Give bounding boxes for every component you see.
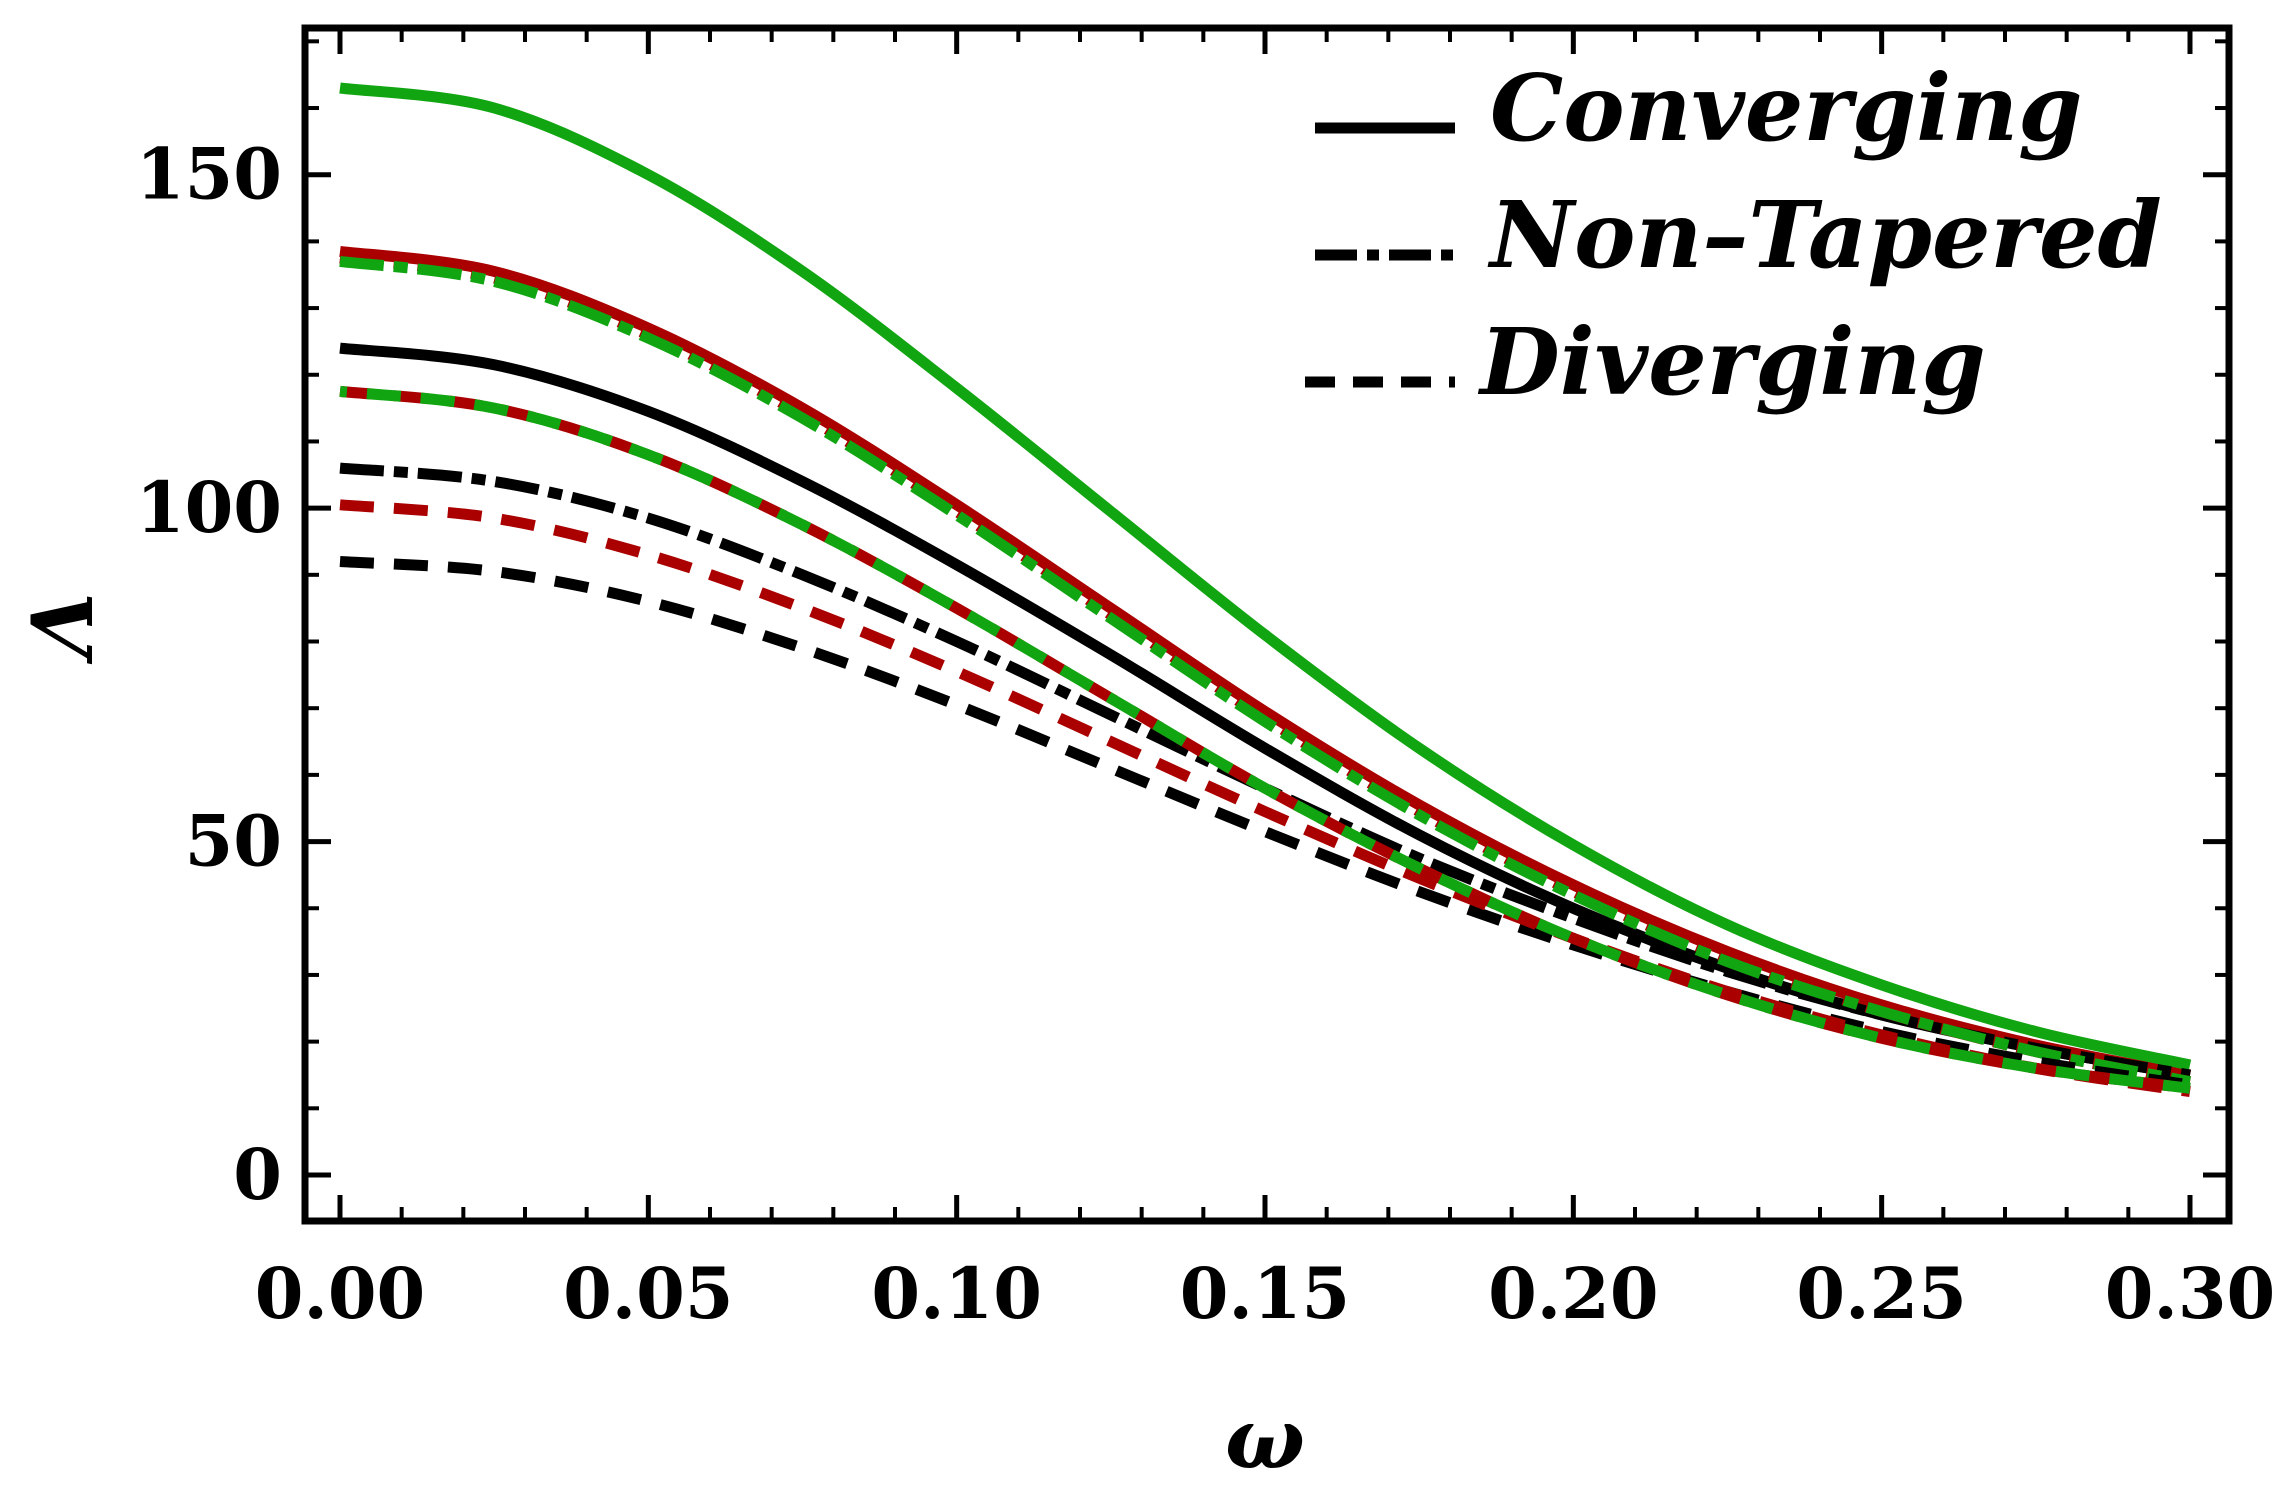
series-line-6 — [339, 255, 2192, 1087]
series-line-4 — [339, 462, 2191, 1081]
legend: Converging Non–Tapered Diverging — [1305, 54, 2162, 416]
legend-label-non-tapered: Non–Tapered — [1487, 181, 2162, 289]
x-tick-label: 0.00 — [255, 1252, 426, 1335]
series-layer — [339, 82, 2192, 1098]
y-tick-label: 150 — [136, 133, 282, 216]
legend-label-diverging: Diverging — [1477, 308, 1986, 416]
legend-label-converging: Converging — [1490, 54, 2082, 162]
tick-layer: 0.00 0.05 0.10 0.15 0.20 0.25 0.30 0 50 100 150 — [136, 28, 2275, 1335]
x-tick-label: 0.05 — [563, 1252, 734, 1335]
series-line-9 — [339, 385, 2191, 1094]
x-tick-label: 0.10 — [871, 1252, 1042, 1335]
x-tick-label: 0.15 — [1180, 1252, 1351, 1335]
x-tick-label: 0.30 — [2105, 1252, 2276, 1335]
series-line-2 — [339, 245, 2192, 1081]
y-tick-label: 100 — [136, 466, 282, 549]
series-line-3 — [339, 82, 2192, 1071]
x-tick-label: 0.20 — [1488, 1252, 1659, 1335]
series-line-9-overlay — [339, 385, 2191, 1094]
y-axis-label: Λ — [13, 592, 112, 664]
x-axis-label: ω — [1225, 1389, 1305, 1488]
y-tick-label: 0 — [233, 1133, 282, 1216]
y-tick-label: 50 — [185, 800, 282, 883]
x-tick-label: 0.25 — [1796, 1252, 1967, 1335]
